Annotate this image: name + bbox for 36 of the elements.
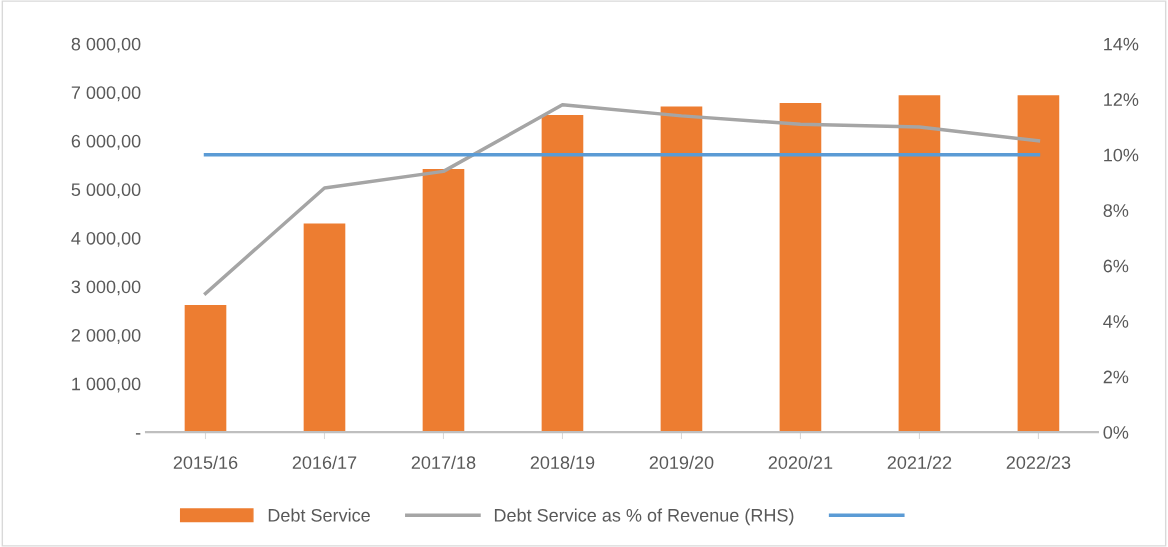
- x-tick-label: 2020/21: [768, 455, 833, 469]
- bar: [1017, 95, 1060, 433]
- bar: [779, 102, 822, 433]
- x-tick-label: 2021/22: [887, 455, 952, 469]
- x-tick-label: 2016/17: [292, 455, 357, 469]
- bar: [541, 115, 584, 433]
- y2-tick-label: 12%: [1104, 93, 1139, 106]
- x-tick-label: 2018/19: [530, 455, 595, 469]
- y2-tick-label: 4%: [1103, 315, 1129, 328]
- y-tick-label: 6 000,00: [71, 134, 141, 150]
- x-tick-label: 2015/16: [173, 455, 238, 469]
- y-tick-label: 8 000,00: [71, 37, 141, 53]
- x-tick-label: 2017/18: [411, 455, 476, 469]
- y-tick-label: 7 000,00: [71, 86, 141, 102]
- y-tick-label: 5 000,00: [71, 183, 141, 199]
- y-tick-label: 1 000,00: [72, 377, 141, 393]
- x-tick-label: 2019/20: [649, 455, 714, 469]
- bar: [184, 304, 227, 433]
- y2-tick-label: 14%: [1104, 37, 1139, 51]
- y2-tick-label: 6%: [1103, 259, 1129, 273]
- legend-label: Debt Service as % of Revenue (RHS): [494, 508, 794, 526]
- y-tick-label: -: [135, 433, 141, 435]
- y2-tick-label: 10%: [1104, 148, 1139, 162]
- y2-tick-label: 8%: [1103, 204, 1129, 217]
- legend-label: Debt Service: [268, 508, 370, 522]
- y-tick-label: 3 000,00: [71, 280, 141, 296]
- y-tick-label: 4 000,00: [71, 231, 141, 247]
- bar: [660, 106, 703, 433]
- bar: [303, 223, 346, 433]
- x-tick-label: 2022/23: [1006, 455, 1071, 469]
- y2-tick-label: 2%: [1103, 370, 1129, 384]
- y-tick-label: 2 000,00: [71, 328, 141, 344]
- bar: [898, 95, 941, 433]
- bar: [422, 169, 465, 433]
- line-series: [203, 103, 1041, 296]
- y2-tick-label: 0%: [1103, 426, 1129, 439]
